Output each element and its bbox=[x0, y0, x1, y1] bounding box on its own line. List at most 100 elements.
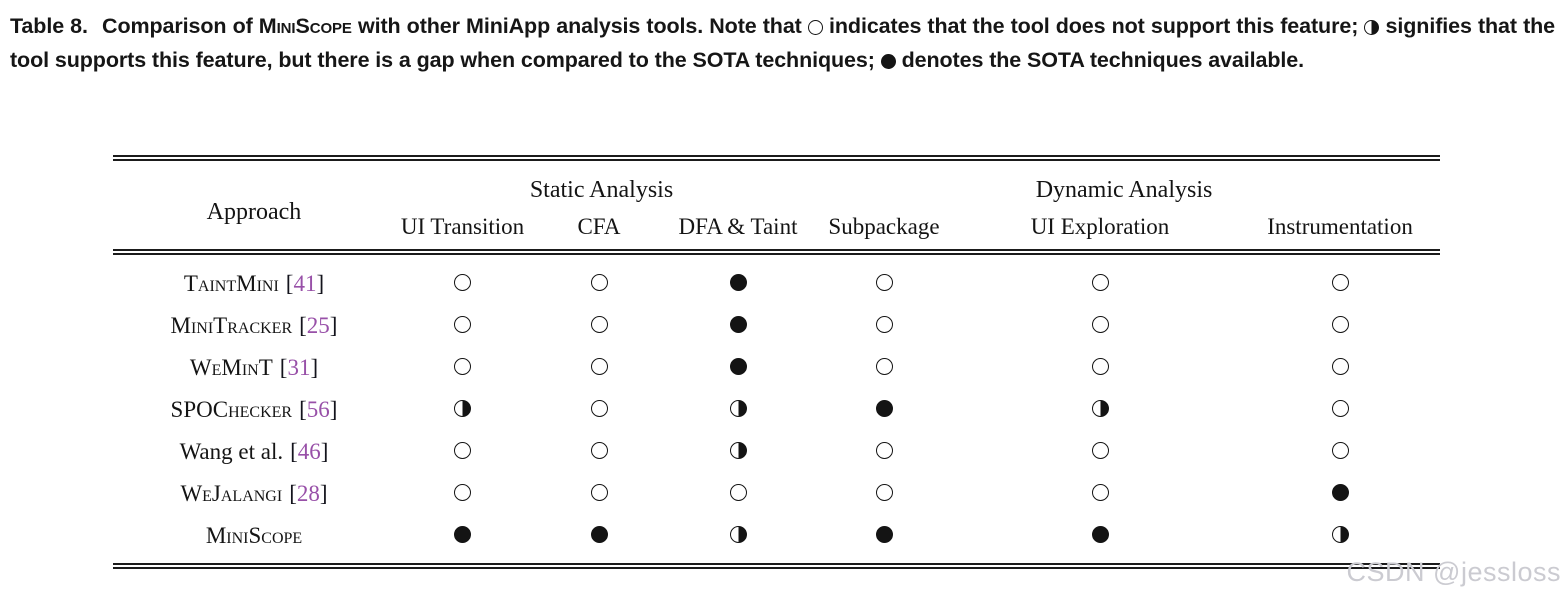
circle-half-icon bbox=[729, 442, 747, 459]
citation-number[interactable]: 28 bbox=[296, 481, 320, 506]
circle-empty-icon bbox=[1091, 484, 1109, 501]
circle-empty-icon bbox=[1331, 400, 1349, 417]
circle-empty-icon bbox=[590, 484, 608, 501]
circle-half-icon bbox=[729, 526, 747, 543]
feature-cell bbox=[960, 252, 1240, 305]
table-row: WeMinT [31] bbox=[113, 347, 1440, 389]
feature-cell bbox=[530, 515, 668, 566]
circle-empty-icon bbox=[1331, 274, 1349, 291]
circle-empty-icon bbox=[454, 442, 471, 459]
feature-cell bbox=[668, 347, 808, 389]
circle-full-icon bbox=[729, 358, 747, 375]
col-header-subpackage: Subpackage bbox=[808, 205, 960, 255]
feature-cell bbox=[668, 515, 808, 566]
circle-half-icon bbox=[1331, 526, 1349, 543]
feature-cell bbox=[960, 473, 1240, 515]
tool-name-miniscope: MiniScope bbox=[258, 14, 352, 38]
feature-cell bbox=[530, 431, 668, 473]
citation-link[interactable]: [56] bbox=[299, 397, 338, 422]
col-header-ui-transition: UI Transition bbox=[395, 205, 530, 255]
group-header-dynamic-analysis: Dynamic Analysis bbox=[1035, 176, 1213, 203]
circle-empty-icon bbox=[454, 484, 471, 501]
circle-half-icon bbox=[454, 400, 471, 417]
table-body: TaintMini [41] MiniTracker [25] WeMinT [31] SP… bbox=[113, 252, 1440, 566]
feature-cell bbox=[1240, 252, 1440, 305]
citation-number[interactable]: 25 bbox=[306, 313, 330, 338]
circle-half-icon bbox=[1364, 20, 1380, 35]
citation-link[interactable]: [46] bbox=[290, 439, 329, 464]
feature-cell bbox=[668, 473, 808, 515]
feature-cell bbox=[960, 515, 1240, 566]
feature-cell bbox=[395, 515, 530, 566]
citation-link[interactable]: [41] bbox=[285, 271, 325, 296]
feature-cell bbox=[1240, 305, 1440, 347]
feature-cell bbox=[395, 347, 530, 389]
table-caption: Table 8. Comparison of MiniScope with ot… bbox=[10, 9, 1555, 77]
feature-cell bbox=[395, 252, 530, 305]
circle-half-icon bbox=[729, 400, 747, 417]
circle-empty-icon bbox=[875, 442, 893, 459]
circle-full-icon bbox=[875, 400, 893, 417]
feature-cell bbox=[395, 389, 530, 431]
approach-cell: SPOChecker [56] bbox=[113, 389, 395, 431]
circle-full-icon bbox=[729, 316, 747, 333]
caption-text-4: signifies that the tool supports this fe… bbox=[10, 14, 1556, 72]
column-header-row: UI Transition CFA DFA & Taint Subpackage… bbox=[113, 205, 1441, 255]
citation-number[interactable]: 46 bbox=[297, 439, 321, 464]
table-row: MiniScope bbox=[113, 515, 1440, 566]
feature-cell bbox=[960, 347, 1240, 389]
approach-cell: Wang et al. [46] bbox=[113, 431, 395, 473]
circle-empty-icon bbox=[1331, 358, 1349, 375]
circle-empty-icon bbox=[807, 20, 823, 35]
feature-cell bbox=[530, 347, 668, 389]
feature-cell bbox=[395, 431, 530, 473]
circle-empty-icon bbox=[590, 442, 608, 459]
watermark: CSDN @jessloss bbox=[1346, 557, 1561, 587]
feature-cell bbox=[808, 252, 960, 305]
citation-number[interactable]: 31 bbox=[287, 355, 311, 380]
approach-cell: MiniTracker [25] bbox=[113, 305, 395, 347]
feature-cell bbox=[1240, 347, 1440, 389]
circle-full-icon bbox=[875, 526, 893, 543]
col-header-instrumentation: Instrumentation bbox=[1240, 205, 1441, 255]
feature-cell bbox=[808, 347, 960, 389]
feature-cell bbox=[1240, 515, 1440, 566]
group-header-static-analysis: Static Analysis bbox=[529, 176, 674, 203]
tool-name: Wang et al. bbox=[179, 439, 284, 464]
citation-number[interactable]: 56 bbox=[306, 397, 330, 422]
circle-empty-icon bbox=[729, 484, 747, 501]
approach-cell: WeJalangi [28] bbox=[113, 473, 395, 515]
citation-link[interactable]: [31] bbox=[279, 355, 319, 380]
circle-empty-icon bbox=[590, 274, 608, 291]
circle-full-icon bbox=[454, 526, 471, 543]
feature-cell bbox=[668, 389, 808, 431]
caption-label: Table 8. bbox=[10, 14, 88, 38]
table-row: MiniTracker [25] bbox=[113, 305, 1440, 347]
table-row: TaintMini [41] bbox=[113, 252, 1440, 305]
citation-link[interactable]: [28] bbox=[289, 481, 328, 506]
circle-full-icon bbox=[590, 526, 608, 543]
tool-name: TaintMini bbox=[183, 271, 279, 296]
feature-cell bbox=[530, 473, 668, 515]
feature-cell bbox=[530, 389, 668, 431]
citation-link[interactable]: [25] bbox=[299, 313, 338, 338]
circle-empty-icon bbox=[875, 316, 893, 333]
circle-full-icon bbox=[880, 54, 896, 69]
feature-cell bbox=[808, 431, 960, 473]
citation-number[interactable]: 41 bbox=[293, 271, 317, 296]
caption-text-5: denotes the SOTA techniques available. bbox=[901, 48, 1305, 72]
tool-name: SPOChecker bbox=[170, 397, 293, 422]
caption-text-1: Comparison of bbox=[102, 14, 253, 38]
feature-cell bbox=[1240, 431, 1440, 473]
circle-half-icon bbox=[1091, 400, 1109, 417]
approach-cell: TaintMini [41] bbox=[113, 252, 395, 305]
table-row: WeJalangi [28] bbox=[113, 473, 1440, 515]
col-header-cfa: CFA bbox=[530, 205, 668, 255]
circle-empty-icon bbox=[1091, 316, 1109, 333]
tool-name: MiniTracker bbox=[170, 313, 293, 338]
feature-cell bbox=[395, 305, 530, 347]
circle-empty-icon bbox=[875, 274, 893, 291]
circle-empty-icon bbox=[1331, 316, 1349, 333]
circle-empty-icon bbox=[454, 358, 471, 375]
